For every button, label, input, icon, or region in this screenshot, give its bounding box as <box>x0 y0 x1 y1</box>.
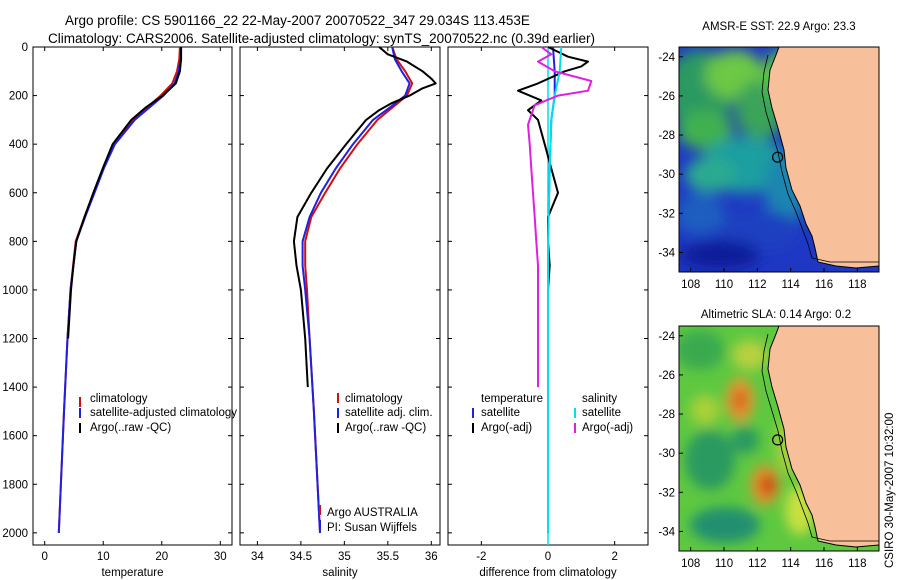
series-line-1 <box>301 46 411 533</box>
x-tick-label: 35 <box>338 551 351 563</box>
legend-title-salinity: salinity <box>582 393 617 405</box>
land-shape <box>768 47 879 268</box>
x-tick-label: 30 <box>214 551 227 563</box>
y-tick-label: 1200 <box>2 334 28 346</box>
float-position-marker <box>771 434 784 446</box>
temperature-profile-panel: 0 10 20 30 0 200 400 600 800 1000 1200 1400 1600 1800… <box>2 42 233 579</box>
x-tick-label: 34.5 <box>290 551 312 563</box>
x-tick-label: 0 <box>42 551 48 563</box>
float-position-marker <box>771 151 784 163</box>
series-line-2 <box>67 47 183 339</box>
x-axis-label: temperature <box>101 567 163 579</box>
map-y-tick-label: -26 <box>658 370 675 382</box>
map-x-tick-label: 118 <box>848 279 866 291</box>
map-x-tick-label: 108 <box>681 558 700 570</box>
legend-entry-argo: Argo(..raw -QC) <box>345 422 426 434</box>
map-y-tick-label: -30 <box>658 448 675 460</box>
sst-map-ticks: 108 110 112 114 116 118 -24 -26 -28 -30 -32 -34 <box>658 52 866 291</box>
map-x-tick-label: 118 <box>848 558 866 570</box>
map-x-tick-label: 112 <box>748 558 766 570</box>
sla-map-title: Altimetric SLA: 0.14 Argo: 0.2 <box>701 309 851 321</box>
map-x-tick-label: 112 <box>748 279 766 291</box>
map-x-tick-label: 116 <box>815 279 833 291</box>
x-tick-label: 35.5 <box>377 551 399 563</box>
series-line-1 <box>517 46 589 339</box>
sla-map-ticks: 108 110 112 114 116 118 -24 -26 -28 -30 -32 -34 <box>658 331 866 570</box>
map-y-tick-label: -32 <box>658 487 675 499</box>
y-tick-label: 0 <box>22 42 28 54</box>
credit-text: CSIRO 30-May-2007 10:32:00 <box>884 413 896 568</box>
y-tick-label: 200 <box>9 91 28 103</box>
x-tick-label: 0 <box>545 551 551 563</box>
legend-entry-satellite: satellite-adjusted climatology <box>90 407 237 419</box>
sst-map: AMSR-E SST: 22.9 Argo: 23.3 108 11 <box>658 21 880 291</box>
series-line-2 <box>292 46 437 388</box>
x-tick-label: 2 <box>611 551 617 563</box>
temperature-legend: climatology satellite-adjusted climatolo… <box>79 393 237 434</box>
y-tick-label: 1600 <box>2 431 28 443</box>
x-axis-label: difference from climatology <box>479 567 616 579</box>
legend-title-temperature: temperature <box>481 393 543 405</box>
map-x-tick-label: 114 <box>781 279 800 291</box>
y-tick-label: 1800 <box>2 479 28 491</box>
map-y-tick-label: -28 <box>658 130 675 142</box>
legend-entry-temp-argo: Argo(-adj) <box>481 422 532 434</box>
map-y-tick-label: -32 <box>658 208 675 220</box>
x-tick-label: 20 <box>155 551 168 563</box>
sst-map-title: AMSR-E SST: 22.9 Argo: 23.3 <box>702 21 855 33</box>
y-tick-label: 1000 <box>2 285 28 297</box>
series-line-0 <box>304 46 414 533</box>
y-tick-label: 600 <box>9 188 28 200</box>
map-y-tick-label: -24 <box>658 331 675 343</box>
plot-area <box>239 46 441 546</box>
legend-entry-sal-satellite: satellite <box>582 407 621 419</box>
salinity-legend: climatology satellite adj. clim. Argo(..… <box>319 393 433 534</box>
y-tick-label: 2000 <box>2 528 28 540</box>
land-shape <box>768 326 879 547</box>
header-line2: Climatology: CARS2006. Satellite-adjuste… <box>48 31 595 46</box>
plot-area <box>32 46 233 546</box>
map-x-tick-label: 110 <box>715 558 733 570</box>
difference-legend: temperature salinity satellite Argo(-adj… <box>472 393 633 434</box>
map-y-tick-label: -30 <box>658 169 675 181</box>
map-x-tick-label: 116 <box>815 558 833 570</box>
salinity-profile-panel: 34 34.5 35 35.5 36 salinity <box>239 46 441 579</box>
annotation-argo-australia: Argo AUSTRALIA <box>327 507 418 519</box>
difference-profile-panel: -2 0 2 difference from climatology <box>447 46 649 579</box>
y-tick-label: 400 <box>9 139 28 151</box>
y-tick-label: 1400 <box>2 382 28 394</box>
map-y-tick-label: -24 <box>658 52 675 64</box>
map-x-tick-label: 108 <box>681 279 700 291</box>
x-tick-label: -2 <box>476 551 486 563</box>
legend-entry-climatology: climatology <box>90 393 148 405</box>
map-y-tick-label: -26 <box>658 91 675 103</box>
x-tick-label: 34 <box>251 551 264 563</box>
legend-entry-climatology: climatology <box>345 393 403 405</box>
sla-map: Altimetric SLA: 0.14 Argo: 0.2 <box>658 309 880 570</box>
legend-entry-argo: Argo(..raw -QC) <box>90 422 171 434</box>
map-y-tick-label: -34 <box>658 526 675 538</box>
header-line1: Argo profile: CS 5901166_22 22-May-2007 … <box>65 13 530 28</box>
annotation-pi: PI: Susan Wijffels <box>327 522 417 534</box>
legend-entry-satellite: satellite adj. clim. <box>345 407 433 419</box>
map-y-tick-label: -28 <box>658 409 675 421</box>
map-x-tick-label: 114 <box>781 558 800 570</box>
x-axis-label: salinity <box>322 567 357 579</box>
map-y-tick-label: -34 <box>658 247 675 259</box>
legend-entry-temp-satellite: satellite <box>481 407 520 419</box>
series-line-3 <box>527 46 593 388</box>
x-tick-label: 36 <box>425 551 438 563</box>
legend-entry-sal-argo: Argo(-adj) <box>582 422 633 434</box>
x-tick-label: 10 <box>97 551 110 563</box>
y-tick-label: 800 <box>9 236 28 248</box>
map-x-tick-label: 110 <box>715 279 733 291</box>
series-line-2 <box>547 46 563 533</box>
